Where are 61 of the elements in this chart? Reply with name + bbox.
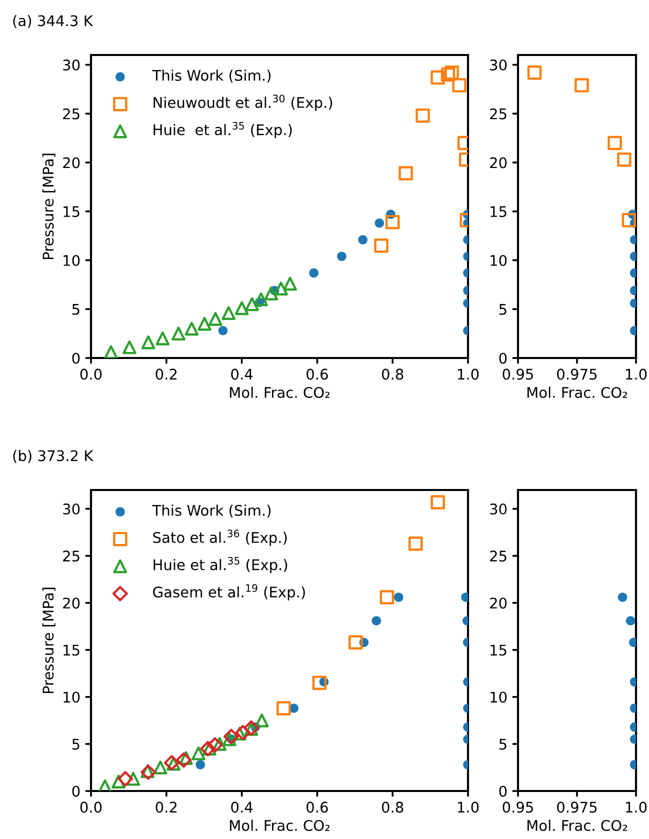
chart-title: (a) 344.3 K xyxy=(13,14,94,28)
y-tick-label: 10 xyxy=(490,692,507,703)
y-tick-label: 30 xyxy=(63,504,80,515)
x-axis-title: Mol. Frac. CO₂ xyxy=(230,820,330,831)
x-tick-label: 0.0 xyxy=(80,802,102,813)
y-axis-title: Pressure [MPa] xyxy=(42,588,56,694)
legend-label: This Work (Sim.) xyxy=(152,504,271,518)
y-tick-label: 5 xyxy=(499,304,506,315)
x-tick-label: 0.4 xyxy=(231,368,253,380)
y-tick-label: 25 xyxy=(63,108,80,120)
y-tick-label: 15 xyxy=(490,644,506,656)
y-tick-label: 10 xyxy=(64,692,80,703)
legend-label: Huie et al.$^{35}$ (Exp.) xyxy=(154,556,288,574)
y-tick-label: 5 xyxy=(72,304,80,315)
y-tick-label: 0 xyxy=(499,352,507,364)
y-tick-label: 25 xyxy=(63,550,80,562)
x-tick-label: 0.6 xyxy=(306,802,328,813)
y-tick-label: 20 xyxy=(490,157,507,168)
x-tick-label: 0.975 xyxy=(557,802,597,813)
x-tick-label: 0.95 xyxy=(502,368,533,380)
legend-label: Nieuwoudt et al.$^{30}$ (Exp.) xyxy=(154,94,332,111)
x-tick-label: 0.2 xyxy=(156,802,177,813)
y-tick-label: 15 xyxy=(490,206,506,218)
y-tick-label: 25 xyxy=(490,550,506,562)
x-tick-label: 1.0 xyxy=(458,368,479,380)
y-tick-label: 0 xyxy=(499,786,507,797)
y-tick-label: 20 xyxy=(490,598,507,609)
x-tick-label: 0.0 xyxy=(80,368,102,380)
y-tick-label: 10 xyxy=(64,254,80,266)
legend-label: Huie et al.$^{35}$ (Exp.) xyxy=(154,122,292,138)
legend-label: This Work (Sim.) xyxy=(152,70,271,83)
x-tick-label: 0.95 xyxy=(502,802,533,813)
y-tick-label: 30 xyxy=(490,59,507,71)
x-tick-label: 0.4 xyxy=(231,802,253,813)
y-tick-label: 20 xyxy=(63,157,80,168)
x-tick-label: 1.0 xyxy=(626,368,647,380)
y-tick-label: 30 xyxy=(490,504,507,515)
y-tick-label: 15 xyxy=(64,206,80,218)
x-axis-title: Mol. Frac. CO₂ xyxy=(230,386,330,398)
y-tick-label: 30 xyxy=(63,59,80,71)
x-axis-title: Mol. Frac. CO₂ xyxy=(527,386,628,398)
y-tick-label: 15 xyxy=(64,644,80,656)
y-tick-label: 5 xyxy=(499,738,506,750)
y-tick-label: 25 xyxy=(490,108,506,120)
y-tick-label: 5 xyxy=(72,738,80,750)
y-axis-title: Pressure [MPa] xyxy=(42,154,56,260)
x-axis-title: Mol. Frac. CO₂ xyxy=(527,820,628,831)
x-tick-label: 0.2 xyxy=(156,368,177,380)
y-tick-label: 10 xyxy=(490,254,507,266)
x-tick-label: 1.0 xyxy=(458,802,479,813)
y-tick-label: 0 xyxy=(72,786,80,797)
x-tick-label: 0.8 xyxy=(382,802,404,813)
x-tick-label: 0.975 xyxy=(557,368,597,380)
x-tick-label: 0.8 xyxy=(382,368,404,380)
legend-label: Sato et al.$^{36}$ (Exp.) xyxy=(153,530,287,546)
y-tick-label: 0 xyxy=(72,352,80,364)
x-tick-label: 1.0 xyxy=(626,802,647,813)
chart-title: (b) 373.2 K xyxy=(13,450,94,463)
legend-label: Gasem et al.$^{19}$ (Exp.) xyxy=(153,584,305,600)
x-tick-label: 0.6 xyxy=(306,368,328,380)
y-tick-label: 20 xyxy=(63,598,80,609)
